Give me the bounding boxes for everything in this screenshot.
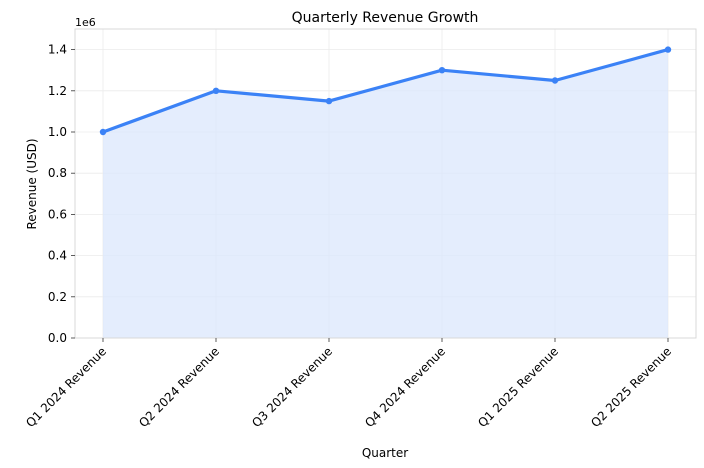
y-axis-label: Revenue (USD)	[25, 138, 39, 229]
y-axis-offset-label: 1e6	[75, 16, 96, 29]
data-point	[438, 67, 446, 74]
points-layer	[99, 46, 672, 136]
x-tick-label: Q1 2025 Revenue	[475, 344, 561, 430]
x-tick-label: Q2 2025 Revenue	[588, 344, 674, 430]
y-tick-label: 0.8	[48, 166, 67, 180]
y-tick-label: 0.6	[48, 207, 67, 221]
area-layer	[103, 49, 668, 338]
series-area	[103, 49, 668, 338]
y-axis-ticks: 0.0 0.2 0.4 0.6 0.8 1.0 1.2 1.4	[48, 43, 75, 345]
x-tick-label: Q4 2024 Revenue	[362, 344, 448, 430]
y-tick-label: 1.2	[48, 84, 67, 98]
y-tick-label: 0.2	[48, 290, 67, 304]
y-tick-label: 0.4	[48, 249, 67, 263]
x-tick-label: Q2 2024 Revenue	[136, 344, 222, 430]
x-tick-label: Q3 2024 Revenue	[249, 344, 335, 430]
data-point	[551, 77, 559, 84]
line-layer	[101, 48, 670, 134]
data-point	[325, 97, 333, 105]
y-tick-label: 1.4	[48, 43, 67, 57]
x-tick-label: Q1 2024 Revenue	[23, 344, 109, 430]
series-line	[101, 48, 670, 134]
y-tick-label: 1.0	[48, 125, 67, 139]
x-axis-label: Quarter	[362, 446, 408, 460]
plot-frame	[74, 28, 697, 339]
data-point	[99, 128, 107, 136]
axes-frame	[74, 28, 697, 339]
chart-title: Quarterly Revenue Growth	[292, 10, 479, 26]
x-axis-ticks: Q1 2024 Revenue Q2 2024 Revenue Q3 2024 Re…	[23, 338, 674, 430]
data-point	[212, 87, 220, 95]
data-point	[664, 46, 672, 53]
y-tick-label: 0.0	[48, 331, 67, 345]
